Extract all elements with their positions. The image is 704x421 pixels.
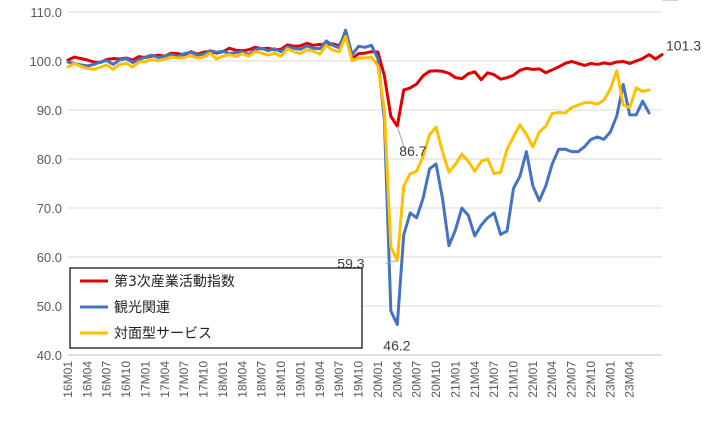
legend-box xyxy=(69,267,363,349)
x-tick-label: 20M04 xyxy=(390,361,404,398)
x-tick-label: 16M07 xyxy=(100,361,114,398)
x-tick-label: 17M04 xyxy=(158,361,172,398)
x-axis-ticks: 16M01 16M04 16M07 16M10 17M01 17M04 17M07 17M10… xyxy=(61,361,637,398)
data-label: 86.7 xyxy=(399,143,426,159)
x-tick-label: 18M07 xyxy=(255,361,269,398)
x-tick-label: 22M10 xyxy=(584,361,598,398)
x-tick-label: 19M07 xyxy=(332,361,346,398)
x-tick-label: 19M10 xyxy=(352,361,366,398)
y-tick-label: 60.0 xyxy=(37,250,62,265)
x-tick-label: 22M04 xyxy=(545,361,559,398)
x-tick-label: 17M10 xyxy=(197,361,211,398)
y-tick-label: 100.0 xyxy=(29,54,62,69)
x-tick-label: 18M10 xyxy=(274,361,288,398)
y-axis-ticks: 40.0 50.0 60.0 70.0 80.0 90.0 100.0 110.0 xyxy=(29,5,62,363)
x-tick-label: 19M01 xyxy=(293,361,307,398)
x-tick-label: 19M04 xyxy=(313,361,327,398)
series-lines xyxy=(66,28,664,327)
x-tick-label: 20M10 xyxy=(429,361,443,398)
x-tick-label: 22M01 xyxy=(526,361,540,398)
x-tick-label: 23M04 xyxy=(623,361,637,398)
y-tick-label: 110.0 xyxy=(30,5,62,20)
data-label: 89.4 xyxy=(670,0,697,3)
x-tick-label: 16M04 xyxy=(80,361,94,398)
y-tick-label: 80.0 xyxy=(37,152,62,167)
y-tick-label: 50.0 xyxy=(37,299,62,314)
y-tick-label: 90.0 xyxy=(37,103,62,118)
x-tick-label: 23M01 xyxy=(603,361,617,398)
legend-label-1: 観光関連 xyxy=(114,299,170,316)
series-line-1 xyxy=(66,28,651,327)
x-tick-label: 21M04 xyxy=(468,361,482,398)
series-line-2 xyxy=(66,35,651,262)
x-tick-label: 21M07 xyxy=(487,361,501,398)
data-label-leader xyxy=(385,259,398,264)
data-label-leader xyxy=(396,126,406,152)
x-tick-label: 20M07 xyxy=(410,361,424,398)
x-tick-label: 21M01 xyxy=(448,361,462,398)
legend-label-0: 第3次産業活動指数 xyxy=(114,273,235,290)
x-tick-label: 18M04 xyxy=(235,361,249,398)
data-label: 46.2 xyxy=(383,338,410,354)
y-tick-label: 40.0 xyxy=(37,348,62,363)
y-tick-label: 70.0 xyxy=(37,201,62,216)
x-tick-label: 17M01 xyxy=(138,361,152,398)
x-tick-label: 20M01 xyxy=(371,361,385,398)
legend-label-2: 対面型サービス xyxy=(114,326,212,342)
x-tick-label: 22M07 xyxy=(565,361,579,398)
x-tick-label: 21M10 xyxy=(507,361,521,398)
data-label: 101.3 xyxy=(666,38,701,54)
x-tick-label: 16M10 xyxy=(119,361,133,398)
x-tick-label: 18M01 xyxy=(216,361,230,398)
x-tick-label: 17M07 xyxy=(177,361,191,398)
data-label: 94.1 xyxy=(672,0,699,3)
x-tick-label: 16M01 xyxy=(61,361,75,398)
